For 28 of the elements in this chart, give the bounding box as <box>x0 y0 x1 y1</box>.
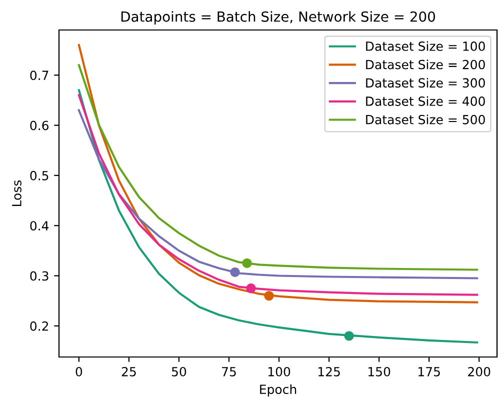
legend-label: Dataset Size = 100 <box>366 41 485 51</box>
x-tick-label: 75 <box>222 367 236 376</box>
y-tick-label: 0.6 <box>30 120 48 130</box>
point <box>264 290 274 301</box>
legend-label: Dataset Size = 500 <box>366 114 485 124</box>
point <box>246 283 256 294</box>
point <box>344 331 354 341</box>
x-tick-label: 50 <box>172 366 186 376</box>
y-axis-title: Loss <box>12 180 22 206</box>
y-tick-label: 0.5 <box>30 170 48 180</box>
x-axis-title: Epoch <box>260 384 296 396</box>
x-tick-label: 0 <box>76 366 82 376</box>
x-tick-label: 100 <box>268 366 290 376</box>
y-tick-label: 0.4 <box>30 221 49 231</box>
legend-label: Dataset Size = 400 <box>366 96 485 106</box>
x-tick-label: 200 <box>468 366 490 376</box>
chart-title: Datapoints = Batch Size, Network Size = 200 <box>121 11 436 25</box>
legend-label: Dataset Size = 200 <box>366 60 485 70</box>
legend-label: Dataset Size = 300 <box>366 78 485 88</box>
x-tick-label: 25 <box>122 366 136 376</box>
y-tick-label: 0.7 <box>30 70 48 80</box>
x-tick-label: 150 <box>368 366 390 376</box>
y-tick-label: 0.2 <box>30 321 48 331</box>
y-tick-label: 0.3 <box>30 271 48 281</box>
x-tick-label: 175 <box>418 367 440 376</box>
x-tick-label: 125 <box>318 366 340 376</box>
point <box>230 267 240 278</box>
point <box>242 258 252 268</box>
